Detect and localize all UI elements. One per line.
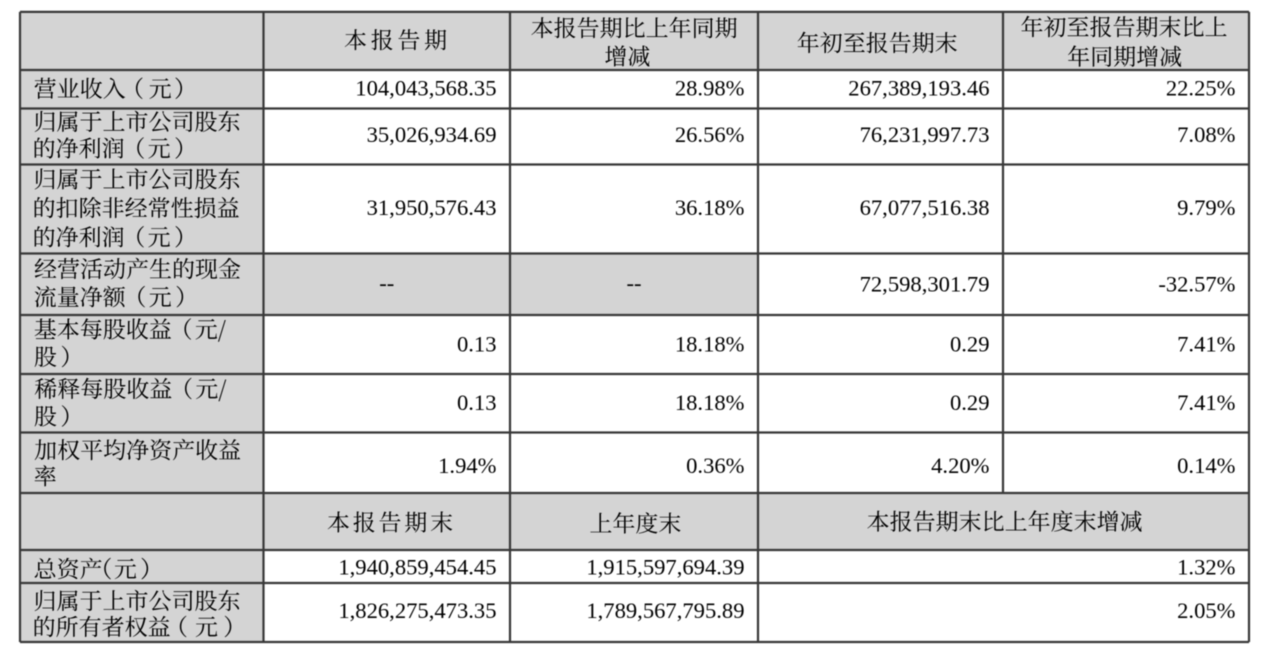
svg-text:67,077,516.38: 67,077,516.38 (860, 195, 990, 220)
svg-text:0.13: 0.13 (457, 390, 497, 415)
svg-text:26.56%: 26.56% (675, 122, 745, 147)
svg-text:72,598,301.79: 72,598,301.79 (860, 271, 990, 296)
svg-text:104,043,568.35: 104,043,568.35 (355, 76, 496, 101)
svg-text:1,789,567,795.89: 1,789,567,795.89 (586, 598, 744, 623)
svg-text:7.41%: 7.41% (1177, 332, 1236, 357)
svg-text:0.14%: 0.14% (1177, 453, 1236, 478)
svg-text:0.13: 0.13 (457, 332, 497, 357)
svg-text:--: -- (379, 270, 394, 295)
svg-text:9.79%: 9.79% (1177, 195, 1236, 220)
svg-text:2.05%: 2.05% (1177, 598, 1236, 623)
svg-text:1.94%: 1.94% (438, 453, 497, 478)
svg-text:18.18%: 18.18% (675, 332, 745, 357)
svg-text:267,389,193.46: 267,389,193.46 (848, 76, 989, 101)
svg-text:0.36%: 0.36% (686, 453, 745, 478)
svg-text:1,826,275,473.35: 1,826,275,473.35 (338, 598, 496, 623)
svg-text:1,915,597,694.39: 1,915,597,694.39 (586, 555, 744, 580)
svg-text:7.08%: 7.08% (1177, 122, 1236, 147)
svg-text:1,940,859,454.45: 1,940,859,454.45 (338, 555, 496, 580)
svg-text:28.98%: 28.98% (675, 76, 745, 101)
svg-text:1.32%: 1.32% (1177, 555, 1236, 580)
svg-text:0.29: 0.29 (950, 390, 990, 415)
svg-text:22.25%: 22.25% (1166, 76, 1236, 101)
svg-text:76,231,997.73: 76,231,997.73 (860, 122, 990, 147)
svg-text:31,950,576.43: 31,950,576.43 (367, 195, 497, 220)
svg-text:-32.57%: -32.57% (1158, 271, 1235, 296)
svg-text:36.18%: 36.18% (675, 195, 745, 220)
svg-text:4.20%: 4.20% (931, 453, 990, 478)
svg-text:35,026,934.69: 35,026,934.69 (367, 122, 497, 147)
svg-text:--: -- (626, 270, 641, 295)
svg-text:7.41%: 7.41% (1177, 390, 1236, 415)
svg-text:0.29: 0.29 (950, 332, 990, 357)
svg-text:18.18%: 18.18% (675, 390, 745, 415)
